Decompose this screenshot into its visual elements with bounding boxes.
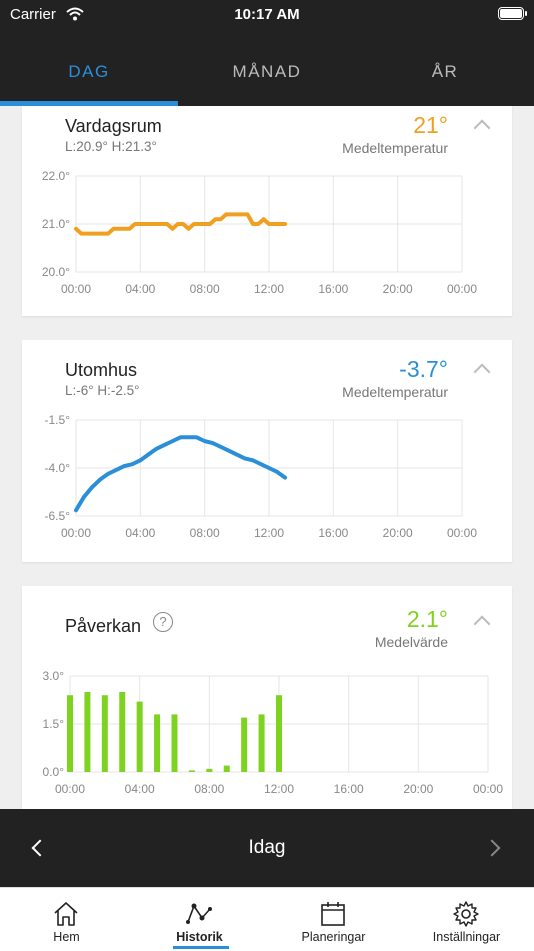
y-tick-label: 0.0° [43,765,65,779]
x-tick-label: 00:00 [473,782,503,796]
card-title: Utomhus [65,360,138,380]
history-content[interactable]: Vardagsrum L:20.9° H:21.3° 21° Medeltemp… [0,106,534,809]
help-icon[interactable]: ? [153,612,173,632]
temperature-chart: -1.5° -4.0° -6.5° 00:00 04:00 08:00 12:00 16:00… [45,413,478,540]
temperature-chart: 22.0° 21.0° 20.0° 00:00 04:00 08:00 12:00 16:00… [42,169,477,296]
x-tick-label: 04:00 [125,782,155,796]
series-line [74,435,288,513]
x-tick-label: 20:00 [383,282,413,296]
x-tick-label: 08:00 [190,282,220,296]
x-tick-label: 16:00 [334,782,364,796]
home-icon [54,902,78,926]
x-tick-label: 08:00 [194,782,224,796]
y-tick-label: -1.5° [45,413,71,427]
card-value-label: Medelvärde [374,634,448,650]
y-tick-label: -6.5° [45,509,71,523]
y-tick-label: 3.0° [43,669,65,683]
calendar-icon [321,902,345,926]
collapse-chevron-icon[interactable] [473,363,491,381]
y-tick-label: 22.0° [42,169,70,183]
collapse-chevron-icon[interactable] [473,615,491,633]
card-living-room: Vardagsrum L:20.9° H:21.3° 21° Medeltemp… [22,106,512,316]
card-value: 2.1° [406,606,448,632]
tabbar-item-history[interactable]: Historik [133,888,266,951]
card-low-high: L:-6° H:-2.5° [65,383,140,398]
tabbar-item-home[interactable]: Hem [0,888,133,951]
card-outdoor: Utomhus L:-6° H:-2.5° -3.7° Medeltempera… [22,340,512,562]
tab-indicator [0,101,178,106]
bar [119,692,126,772]
card-low-high: L:20.9° H:21.3° [65,139,157,154]
wifi-icon [66,7,84,21]
x-tick-label: 00:00 [61,526,91,540]
tabbar-label: Hem [53,930,80,944]
gear-icon [453,901,479,927]
bar [101,695,108,772]
status-bar: Carrier 10:17 AM [0,0,534,30]
tabbar-label: Inställningar [432,930,501,944]
bar [67,695,73,772]
bar [258,714,265,772]
tabbar-label: Planeringar [301,930,366,944]
status-time: 10:17 AM [234,6,300,23]
card-title: Påverkan [65,616,142,636]
history-graph-icon [186,903,212,924]
x-tick-label: 12:00 [254,526,284,540]
x-tick-label: 00:00 [447,282,477,296]
card-title: Vardagsrum [65,116,162,136]
bar [241,717,248,772]
y-tick-label: 1.5° [43,717,65,731]
card-value: -3.7° [399,356,448,382]
y-tick-label: 21.0° [42,217,70,231]
bar [206,768,213,772]
period-tabs: DAG MÅNAD ÅR [0,30,534,106]
tabbar-item-settings[interactable]: Inställningar [400,888,533,951]
card-value-label: Medeltemperatur [342,140,448,156]
active-tab-indicator [173,946,229,949]
card-value-label: Medeltemperatur [342,384,448,400]
x-tick-label: 12:00 [254,282,284,296]
bar [276,695,282,772]
current-date: Idag [248,837,286,858]
x-tick-label: 04:00 [125,282,155,296]
bar [84,692,91,772]
x-tick-label: 16:00 [318,282,348,296]
x-tick-label: 00:00 [447,526,477,540]
carrier-label: Carrier [10,6,56,23]
x-tick-label: 08:00 [190,526,220,540]
tabbar-item-schedules[interactable]: Planeringar [267,888,400,951]
x-tick-label: 00:00 [61,282,91,296]
x-tick-label: 12:00 [264,782,294,796]
bar [223,765,230,772]
x-tick-label: 20:00 [383,526,413,540]
bar [171,714,178,772]
tab-year[interactable]: ÅR [431,62,459,81]
x-tick-label: 04:00 [125,526,155,540]
bottom-tab-bar: Hem Historik Planeringar Inställningar [0,887,534,951]
battery-icon [498,7,527,20]
series-line [74,212,288,236]
influence-chart: 3.0° 1.5° 0.0° 00:00 04:00 08:00 12:00 16:00 20:… [43,669,504,796]
x-tick-label: 16:00 [318,526,348,540]
bar [136,701,143,772]
collapse-chevron-icon[interactable] [473,119,491,137]
tab-day[interactable]: DAG [68,62,110,81]
x-tick-label: 00:00 [55,782,85,796]
tabbar-label: Historik [176,930,223,944]
y-tick-label: 20.0° [42,265,70,279]
bar [188,770,195,772]
bar [154,714,161,772]
card-value: 21° [413,112,448,138]
x-tick-label: 20:00 [403,782,433,796]
tab-month[interactable]: MÅNAD [232,62,302,81]
card-influence: Påverkan ? 2.1° Medelvärde 3.0° 1.5° 0.0° 0… [22,586,512,809]
date-navigator: Idag [0,809,534,887]
y-tick-label: -4.0° [45,461,71,475]
